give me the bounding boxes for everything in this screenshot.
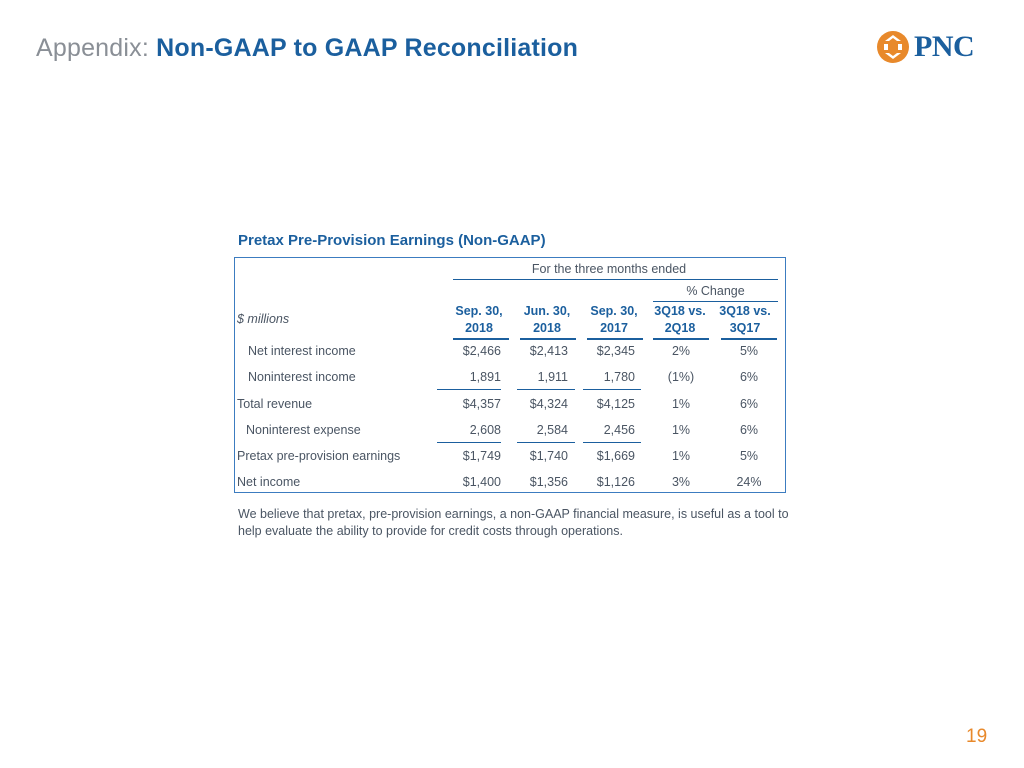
- cell-value: $1,126: [596, 475, 635, 489]
- page-number: 19: [966, 726, 988, 747]
- group-header-rule: [453, 279, 778, 280]
- change-header-rule: [653, 301, 778, 302]
- cell-value: $1,356: [529, 475, 568, 489]
- group-header: For the three months ended: [531, 262, 687, 276]
- cell-value: 1,891: [469, 370, 501, 384]
- cell-value: $4,125: [596, 397, 635, 411]
- col-header-3-rule: [587, 338, 643, 340]
- change-header: % Change: [686, 284, 745, 298]
- cell-value: 2,608: [469, 423, 501, 437]
- subtotal-rule: [517, 442, 575, 443]
- title-main: Non-GAAP to GAAP Reconciliation: [156, 34, 579, 62]
- cell-value: $1,669: [596, 449, 635, 463]
- cell-value: (1%): [667, 370, 695, 384]
- units-label: $ millions: [237, 312, 290, 326]
- cell-value: 6%: [739, 370, 759, 384]
- logo-wordmark: PNC: [914, 30, 975, 63]
- cell-value: 1,780: [603, 370, 635, 384]
- cell-value: 2%: [671, 344, 691, 358]
- slide-title: Appendix: Non-GAAP to GAAP Reconciliatio…: [36, 34, 578, 63]
- cell-value: 2,456: [603, 423, 635, 437]
- cell-value: $2,466: [462, 344, 501, 358]
- footnote: We believe that pretax, pre-provision ea…: [238, 507, 789, 538]
- row-label: Pretax pre-provision earnings: [237, 449, 401, 463]
- cell-value: $2,413: [529, 344, 568, 358]
- col-header-1-line1: Sep. 30,: [455, 304, 503, 318]
- cell-value: 6%: [739, 423, 759, 437]
- subtotal-rule: [437, 389, 501, 390]
- pnc-logo-icon: [877, 31, 909, 63]
- cell-value: 2,584: [536, 423, 568, 437]
- table-title: Pretax Pre-Provision Earnings (Non-GAAP): [238, 232, 546, 249]
- col-header-3-line1: Sep. 30,: [590, 304, 638, 318]
- cell-value: 24%: [736, 475, 762, 489]
- col-header-4-line1: 3Q18 vs.: [654, 304, 706, 318]
- row-label: Net interest income: [248, 344, 356, 358]
- col-header-2-line1: Jun. 30,: [523, 304, 571, 318]
- cell-value: 1%: [671, 449, 691, 463]
- row-label: Noninterest expense: [246, 423, 361, 437]
- col-header-5-line1: 3Q18 vs.: [719, 304, 771, 318]
- col-header-3-line2: 2017: [600, 321, 628, 335]
- cell-value: $1,400: [462, 475, 501, 489]
- reconciliation-table: For the three months ended % Change $ mi…: [234, 257, 786, 493]
- col-header-2-rule: [520, 338, 576, 340]
- cell-value: 6%: [739, 397, 759, 411]
- cell-value: $2,345: [596, 344, 635, 358]
- subtotal-rule: [583, 389, 641, 390]
- col-header-2-line2: 2018: [533, 321, 561, 335]
- cell-value: 5%: [739, 449, 759, 463]
- subtotal-rule: [437, 442, 501, 443]
- row-label: Net income: [237, 475, 301, 489]
- cell-value: $4,357: [462, 397, 501, 411]
- cell-value: 3%: [671, 475, 691, 489]
- col-header-4-rule: [653, 338, 709, 340]
- row-label: Noninterest income: [248, 370, 356, 384]
- row-label: Total revenue: [237, 397, 313, 411]
- cell-value: 1%: [671, 397, 691, 411]
- title-prefix: Appendix:: [36, 34, 149, 62]
- cell-value: $4,324: [529, 397, 568, 411]
- col-header-1-rule: [453, 338, 509, 340]
- subtotal-rule: [517, 389, 575, 390]
- cell-value: $1,749: [462, 449, 501, 463]
- cell-value: 1%: [671, 423, 691, 437]
- col-header-1-line2: 2018: [465, 321, 493, 335]
- col-header-5-line2: 3Q17: [729, 321, 761, 335]
- pnc-logo: PNC: [876, 30, 975, 64]
- cell-value: 1,911: [537, 370, 568, 384]
- subtotal-rule: [583, 442, 641, 443]
- col-header-4-line2: 2Q18: [664, 321, 696, 335]
- cell-value: 5%: [739, 344, 759, 358]
- cell-value: $1,740: [529, 449, 568, 463]
- col-header-5-rule: [721, 338, 777, 340]
